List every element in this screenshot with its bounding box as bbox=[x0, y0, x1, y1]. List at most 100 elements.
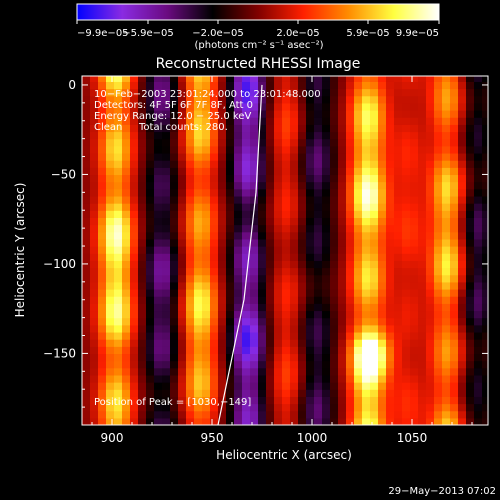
heatmap-cell bbox=[90, 160, 99, 168]
heatmap-cell bbox=[138, 131, 147, 140]
heatmap-cell bbox=[250, 95, 259, 104]
heatmap-cell bbox=[290, 117, 299, 125]
heatmap-cell bbox=[402, 124, 411, 133]
heatmap-cell bbox=[82, 181, 91, 190]
heatmap-cell bbox=[370, 102, 379, 111]
heatmap-cell bbox=[186, 217, 195, 226]
heatmap-cell bbox=[146, 102, 155, 111]
heatmap-cell bbox=[338, 217, 347, 226]
heatmap-cell bbox=[458, 217, 467, 226]
heatmap-cell bbox=[330, 181, 339, 190]
heatmap-cell bbox=[266, 117, 275, 125]
heatmap-cell bbox=[82, 317, 91, 326]
heatmap-cell bbox=[394, 346, 403, 355]
heatmap-cell bbox=[346, 310, 355, 319]
heatmap-cell bbox=[426, 110, 435, 118]
heatmap-cell bbox=[154, 317, 163, 326]
heatmap-cell bbox=[154, 324, 163, 333]
heatmap-cell bbox=[306, 167, 315, 176]
heatmap-cell bbox=[162, 260, 171, 269]
heatmap-cell bbox=[242, 117, 251, 125]
heatmap-cell bbox=[466, 303, 475, 312]
heatmap-cell bbox=[386, 203, 395, 211]
heatmap-cell bbox=[386, 260, 395, 269]
heatmap-cell bbox=[146, 195, 155, 204]
heatmap-cell bbox=[330, 339, 339, 347]
heatmap-cell bbox=[290, 288, 299, 297]
heatmap-cell bbox=[458, 260, 467, 269]
heatmap-cell bbox=[186, 346, 195, 355]
heatmap-cell bbox=[234, 231, 243, 240]
heatmap-cell bbox=[162, 152, 171, 161]
heatmap-cell bbox=[130, 367, 139, 376]
heatmap-cell bbox=[210, 145, 219, 154]
heatmap-cell bbox=[234, 102, 243, 111]
heatmap-cell bbox=[194, 167, 203, 176]
heatmap-cell bbox=[274, 131, 283, 140]
plot-frame bbox=[81, 75, 489, 426]
heatmap-cell bbox=[298, 110, 307, 118]
heatmap-cell bbox=[370, 317, 379, 326]
heatmap-cell bbox=[114, 310, 123, 319]
heatmap-cell bbox=[274, 145, 283, 154]
heatmap-cell bbox=[202, 367, 211, 376]
heatmap-cell bbox=[210, 353, 219, 362]
heatmap-cell bbox=[106, 288, 115, 297]
heatmap-cell bbox=[418, 81, 427, 90]
heatmap-cell bbox=[154, 288, 163, 297]
heatmap-cell bbox=[98, 339, 107, 347]
heatmap-cell bbox=[290, 389, 299, 397]
heatmap-cell bbox=[346, 274, 355, 283]
heatmap-cell bbox=[458, 303, 467, 312]
heatmap-cell bbox=[330, 231, 339, 240]
heatmap-cell bbox=[282, 410, 291, 419]
heatmap-cell bbox=[250, 117, 259, 125]
heatmap-cell bbox=[474, 81, 483, 90]
heatmap-cell bbox=[194, 160, 203, 168]
heatmap-cell bbox=[266, 238, 275, 247]
heatmap-cell bbox=[322, 288, 331, 297]
heatmap-cell bbox=[178, 145, 187, 154]
heatmap-cell bbox=[106, 346, 115, 355]
heatmap-cell bbox=[186, 117, 195, 125]
heatmap-cell bbox=[154, 281, 163, 290]
heatmap-cell bbox=[322, 382, 331, 390]
heatmap-cell bbox=[162, 253, 171, 261]
heatmap-cell bbox=[130, 203, 139, 211]
heatmap-cell bbox=[474, 317, 483, 326]
heatmap-cell bbox=[82, 188, 91, 197]
heatmap-cell bbox=[114, 138, 123, 147]
heatmap-cell bbox=[218, 374, 227, 383]
heatmap-cell bbox=[218, 339, 227, 347]
heatmap-cell bbox=[274, 88, 283, 97]
heatmap-cell bbox=[362, 131, 371, 140]
heatmap-cell bbox=[394, 210, 403, 218]
heatmap-cell bbox=[234, 296, 243, 304]
heatmap-cell bbox=[394, 360, 403, 369]
heatmap-cell bbox=[418, 152, 427, 161]
heatmap-cell bbox=[186, 203, 195, 211]
heatmap-cell bbox=[162, 88, 171, 97]
heatmap-cell bbox=[298, 374, 307, 383]
heatmap-cell bbox=[306, 396, 315, 405]
heatmap-cell bbox=[218, 253, 227, 261]
heatmap-cell bbox=[210, 360, 219, 369]
heatmap-cell bbox=[474, 331, 483, 340]
heatmap-cell bbox=[306, 324, 315, 333]
heatmap-cell bbox=[82, 231, 91, 240]
heatmap-cell bbox=[162, 188, 171, 197]
heatmap-cell bbox=[338, 131, 347, 140]
heatmap-cell bbox=[482, 217, 488, 226]
heatmap-cell bbox=[178, 253, 187, 261]
heatmap-cell bbox=[138, 231, 147, 240]
heatmap-cell bbox=[218, 417, 227, 425]
heatmap-cell bbox=[122, 145, 131, 154]
heatmap-cell bbox=[386, 267, 395, 276]
heatmap-cell bbox=[258, 339, 267, 347]
heatmap-cell bbox=[338, 253, 347, 261]
heatmap-cell bbox=[306, 174, 315, 183]
heatmap-cell bbox=[482, 117, 488, 125]
heatmap-cell bbox=[362, 160, 371, 168]
heatmap-cell bbox=[178, 203, 187, 211]
heatmap-cell bbox=[226, 367, 235, 376]
